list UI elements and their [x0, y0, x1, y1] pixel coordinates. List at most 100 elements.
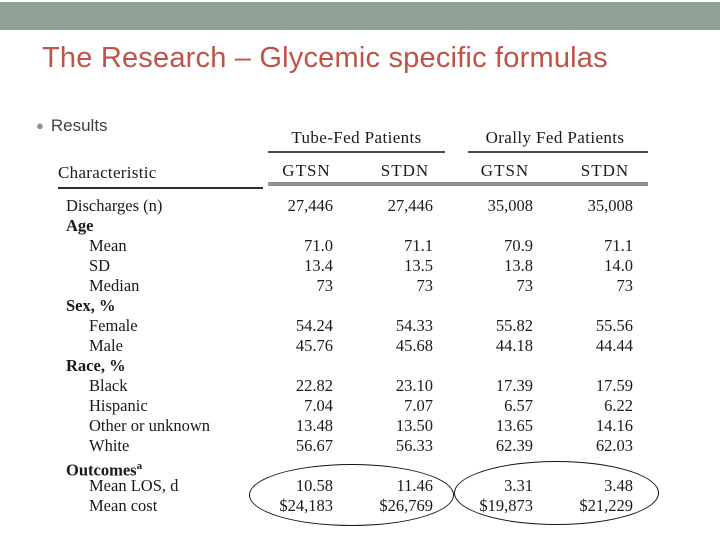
- table-row-other-unknown: Other or unknown 13.48 13.50 13.65 14.16: [58, 416, 655, 436]
- table-cell: 62.03: [595, 436, 633, 455]
- table-row-white: White 56.67 56.33 62.39 62.03: [58, 436, 655, 456]
- table-cell: 13.65: [495, 416, 533, 435]
- table-cell: 73: [616, 276, 634, 295]
- table-cell: [455, 216, 555, 236]
- table-cell: 22.82: [295, 376, 333, 395]
- outcomes-footnote-marker: a: [136, 460, 143, 472]
- table-cell: 62.39: [495, 436, 533, 455]
- table-row-female: Female 54.24 54.33 55.82 55.56: [58, 316, 655, 336]
- results-label: Results: [50, 116, 108, 135]
- table-cell: 27,446: [387, 196, 433, 215]
- table-cell: 70.9: [504, 236, 533, 255]
- table-cell: 54.33: [395, 316, 433, 335]
- table-row-hispanic: Hispanic 7.04 7.07 6.57 6.22: [58, 396, 655, 416]
- row-label: Median: [89, 276, 140, 295]
- table-cell: 73: [516, 276, 534, 295]
- outcomes-label: Outcomes: [66, 460, 137, 480]
- table-cell: 13.48: [295, 416, 333, 435]
- table-row-race-group: Race, %: [58, 356, 655, 376]
- column-group-header-tube-fed: Tube-Fed Patients: [291, 128, 422, 147]
- table-cell: 71.0: [304, 236, 333, 255]
- table-cell: 44.18: [495, 336, 533, 355]
- table-cell: [555, 296, 655, 316]
- row-label: White: [89, 436, 130, 455]
- row-label: Hispanic: [89, 396, 148, 415]
- table-cell: 17.59: [595, 376, 633, 395]
- table-cell: [355, 216, 455, 236]
- table-cell: [455, 356, 555, 376]
- column-group-header-orally-fed: Orally Fed Patients: [485, 128, 625, 147]
- table-row-age-sd: SD 13.4 13.5 13.8 14.0: [58, 256, 655, 276]
- table-cell: 6.57: [504, 396, 533, 415]
- table-row-sex-group: Sex, %: [58, 296, 655, 316]
- row-label: Age: [66, 216, 94, 235]
- table-cell: 17.39: [495, 376, 533, 395]
- column-header-oral-stdn: STDN: [580, 161, 630, 180]
- slide-title: The Research – Glycemic specific formula…: [42, 42, 608, 74]
- column-header-tube-stdn: STDN: [380, 161, 430, 180]
- ellipse-annotation-orally-fed-outcomes: [454, 461, 659, 525]
- row-label: Sex, %: [66, 296, 116, 315]
- table-cell: 13.4: [304, 256, 333, 275]
- row-label: Race, %: [66, 356, 126, 375]
- table-cell: [455, 296, 555, 316]
- ellipse-annotation-tube-fed-outcomes: [249, 464, 454, 526]
- table-cell: [555, 216, 655, 236]
- table-cell: 7.07: [404, 396, 433, 415]
- table-cell: 73: [416, 276, 434, 295]
- bullet-list-item: ● Results: [36, 116, 108, 136]
- table-cell: 71.1: [604, 236, 633, 255]
- table-cell: [355, 296, 455, 316]
- table-cell: 35,008: [587, 196, 633, 215]
- row-label: Outcomesa: [58, 456, 258, 481]
- table-row-black: Black 22.82 23.10 17.39 17.59: [58, 376, 655, 396]
- row-label: Discharges (n): [66, 196, 163, 215]
- table-row-age-group: Age: [58, 216, 655, 236]
- table-cell: 23.10: [395, 376, 433, 395]
- header-rule-thick: [268, 182, 648, 186]
- row-label: Mean: [89, 236, 127, 255]
- column-header-oral-gtsn: GTSN: [480, 161, 530, 180]
- characteristic-rule: [58, 187, 263, 189]
- table-cell: [258, 356, 355, 376]
- characteristic-header: Characteristic: [58, 163, 157, 182]
- row-label: Other or unknown: [89, 416, 210, 435]
- top-accent-band: [0, 2, 720, 30]
- table-cell: [555, 356, 655, 376]
- table-cell: 54.24: [295, 316, 333, 335]
- spanner-rule-tube-fed: [268, 151, 445, 153]
- row-label: Female: [89, 316, 138, 335]
- table-row-age-median: Median 73 73 73 73: [58, 276, 655, 296]
- table-cell: 55.56: [595, 316, 633, 335]
- table-cell: 14.0: [604, 256, 633, 275]
- row-label: Male: [89, 336, 123, 355]
- table-cell: 13.5: [404, 256, 433, 275]
- table-cell: [258, 296, 355, 316]
- spanner-rule-orally-fed: [468, 151, 648, 153]
- table-cell: 27,446: [287, 196, 333, 215]
- column-header-tube-gtsn: GTSN: [282, 161, 331, 180]
- table-cell: 35,008: [487, 196, 533, 215]
- table-row-outcomes-group: Outcomesa: [58, 456, 655, 480]
- table-cell: 13.50: [395, 416, 433, 435]
- table-cell: 44.44: [595, 336, 633, 355]
- row-label: Mean cost: [89, 496, 158, 515]
- bullet-icon: ●: [36, 118, 44, 133]
- table-row-age-mean: Mean 71.0 71.1 70.9 71.1: [58, 236, 655, 256]
- table-cell: 13.8: [504, 256, 533, 275]
- table-cell: 56.67: [295, 436, 333, 455]
- table-cell: 45.68: [395, 336, 433, 355]
- row-label: Black: [89, 376, 128, 395]
- table-row-discharges: Discharges (n) 27,446 27,446 35,008 35,0…: [58, 196, 655, 216]
- row-label: Mean LOS, d: [89, 476, 179, 495]
- table-cell: 45.76: [295, 336, 333, 355]
- table-cell: 56.33: [395, 436, 433, 455]
- table-cell: [258, 216, 355, 236]
- table-row-male: Male 45.76 45.68 44.18 44.44: [58, 336, 655, 356]
- table-cell: 71.1: [404, 236, 433, 255]
- table-cell: [355, 356, 455, 376]
- table-cell: 55.82: [495, 316, 533, 335]
- table-cell: 7.04: [304, 396, 333, 415]
